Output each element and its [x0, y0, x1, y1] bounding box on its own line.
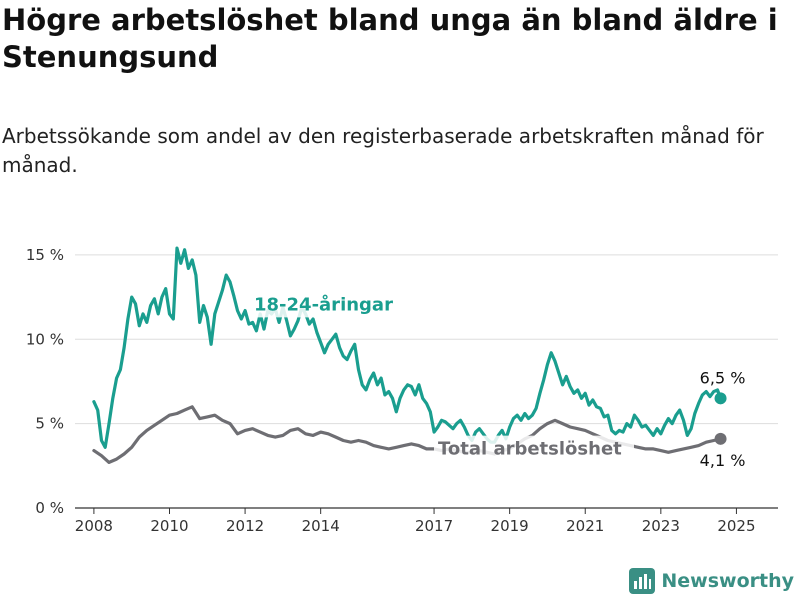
- y-tick-label: 0 %: [35, 499, 64, 517]
- series-line: [92, 246, 723, 449]
- axis-layer: 0 % 5 % 10 % 15 % 2008 2010 2012 2014 2017 2019 20…: [26, 246, 756, 535]
- brand-name: Newsworthy: [661, 570, 794, 592]
- series-label-bg: [434, 435, 634, 462]
- x-tick-label: 2023: [642, 517, 680, 535]
- chart-title: Högre arbetslöshet bland unga än bland ä…: [2, 3, 778, 74]
- x-tick-label: 2017: [415, 517, 453, 535]
- series-layer: [92, 246, 727, 464]
- x-tick-label: 2010: [150, 517, 188, 535]
- end-value-label: 6,5 %: [700, 368, 746, 387]
- x-tick-label: 2012: [226, 517, 264, 535]
- series-end-point: [714, 432, 727, 445]
- x-tick-label: 2025: [717, 517, 755, 535]
- grid-layer: [75, 254, 778, 509]
- series-name-label: Total arbetslöshet: [438, 439, 622, 460]
- series-label-bg: [250, 291, 398, 318]
- y-tick-label: 10 %: [26, 330, 64, 348]
- series-end-point: [714, 392, 727, 405]
- series-name-label: 18-24-åringar: [254, 293, 393, 315]
- x-tick-label: 2019: [491, 517, 529, 535]
- chart-subtitle: Arbetssökande som andel av den registerb…: [2, 124, 764, 177]
- x-tick-label: 2008: [75, 517, 113, 535]
- x-tick-label: 2014: [302, 517, 340, 535]
- newsworthy-logo: Newsworthy: [629, 568, 794, 594]
- x-tick-label: 2021: [566, 517, 604, 535]
- y-tick-label: 15 %: [26, 246, 64, 264]
- y-tick-label: 5 %: [35, 415, 64, 433]
- end-value-label: 4,1 %: [700, 451, 746, 470]
- line-chart: 0 % 5 % 10 % 15 % 2008 2010 2012 2014 2017 2019 20…: [26, 246, 778, 535]
- label-layer: 18-24-åringar Total arbetslöshet 6,5 % 4,1 …: [250, 291, 746, 470]
- bar-chart-logo-icon: [629, 568, 656, 594]
